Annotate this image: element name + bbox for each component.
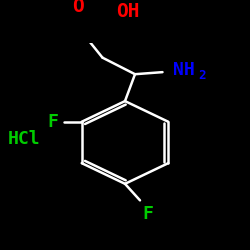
Text: HCl: HCl [8, 130, 40, 148]
Text: NH: NH [173, 61, 195, 79]
Text: 2: 2 [198, 69, 206, 82]
Text: O: O [72, 0, 84, 16]
Text: OH: OH [116, 2, 139, 21]
Text: F: F [142, 205, 153, 223]
Text: F: F [48, 113, 58, 131]
